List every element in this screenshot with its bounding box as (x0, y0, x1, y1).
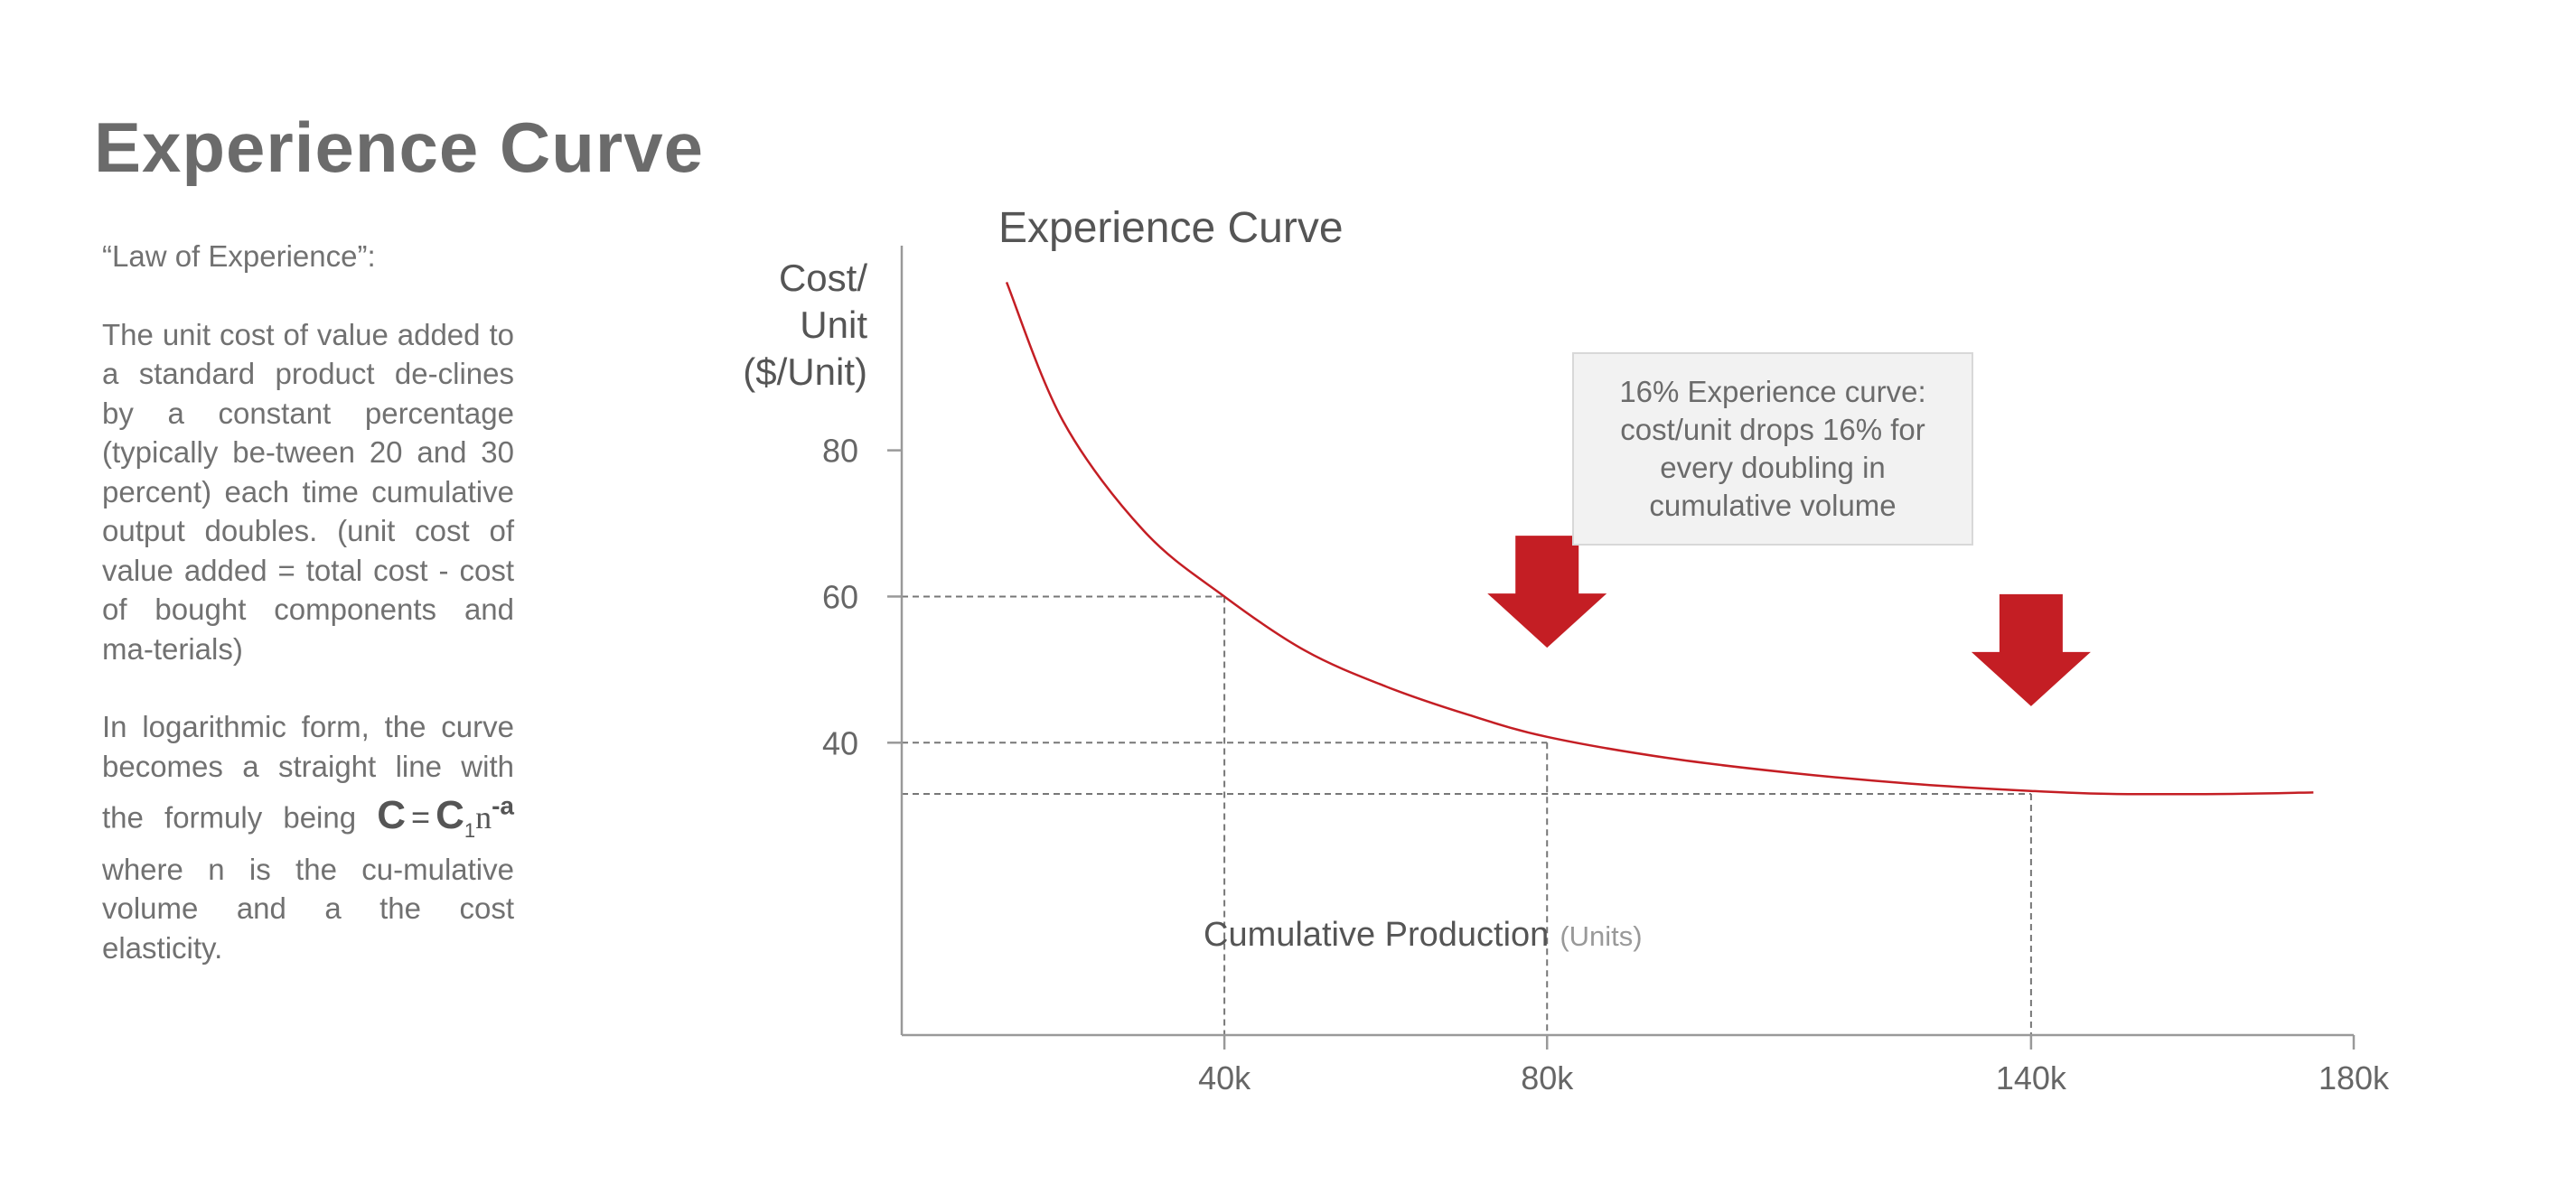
log-form-outro: where n is the cu-mulative volume and a … (102, 852, 514, 965)
x-tick-label: 40k (1198, 1059, 1251, 1096)
y-tick-label: 40 (822, 724, 858, 761)
y-tick-label: 80 (822, 433, 858, 470)
formula: C = C1n-a (377, 791, 515, 842)
cost-curve-line (1005, 281, 2314, 796)
y-tick-label: 60 (822, 578, 858, 615)
callout-box: 16% Experience curve: cost/unit drops 16… (1572, 352, 1973, 546)
y-axis-label: Cost/Unit ($/Unit) (743, 257, 867, 393)
x-tick-label: 140k (1996, 1059, 2067, 1096)
x-tick-label: 180k (2318, 1059, 2390, 1096)
description-panel: “Law of Experience”: The unit cost of va… (102, 237, 514, 967)
down-arrow-icon (1487, 536, 1607, 648)
law-heading: “Law of Experience”: (102, 239, 376, 273)
down-arrow-icon (1971, 593, 2091, 706)
log-form-intro: In logarithmic form, the curve becomes a… (102, 710, 514, 835)
x-axis-label: Cumulative Production (Units) (1204, 916, 1643, 954)
page-title: Experience Curve (94, 107, 705, 187)
chart-title: Experience Curve (998, 204, 1344, 252)
log-form-description: In logarithmic form, the curve becomes a… (102, 707, 514, 967)
law-description: The unit cost of value added to a standa… (102, 317, 514, 666)
x-tick-label: 80k (1521, 1059, 1574, 1096)
